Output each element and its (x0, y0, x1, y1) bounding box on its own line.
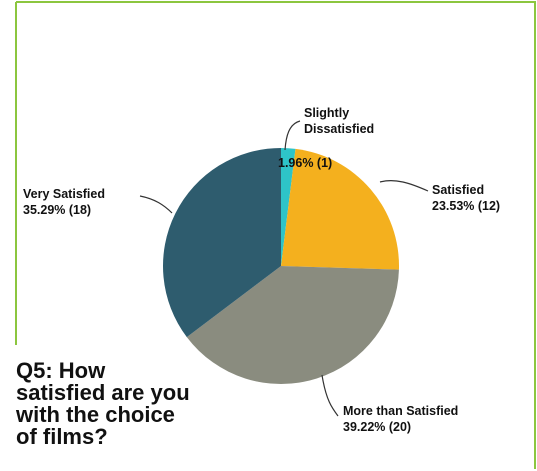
slice-value-satisfied: 23.53% (12) (432, 199, 500, 213)
leader-line-satisfied (379, 179, 429, 192)
slice-label-very-satisfied: Very Satisfied (23, 187, 105, 201)
leader-line-more-than-satisfied (321, 374, 339, 417)
pie-slice-slightly-dissatisfied (281, 148, 296, 266)
slice-label-slightly-dissatisfied-line-2: Dissatisfied (304, 122, 374, 136)
slice-label-more-than-satisfied: More than Satisfied (343, 404, 458, 418)
question-title: Q5: How satisfied are you with the choic… (16, 360, 256, 448)
slice-value-more-than-satisfied: 39.22% (20) (343, 420, 411, 434)
question-line-3: with the choice (16, 402, 175, 427)
slice-label-slightly-dissatisfied-line-1: Slightly (304, 106, 349, 120)
leader-line-very-satisfied (139, 195, 173, 214)
slice-label-satisfied: Satisfied (432, 183, 484, 197)
pie-slice-very-satisfied (162, 148, 281, 338)
pie-slice-more-than-satisfied (186, 266, 399, 384)
slice-value-very-satisfied: 35.29% (18) (23, 203, 91, 217)
pie-slice-satisfied (281, 148, 400, 270)
question-line-2: satisfied are you (16, 380, 190, 405)
question-line-4: of films? (16, 424, 108, 449)
leader-line-slightly-dissatisfied (284, 120, 301, 151)
question-line-1: Q5: How (16, 358, 106, 383)
slice-value-slightly-dissatisfied: 1.96% (1) (278, 156, 332, 170)
